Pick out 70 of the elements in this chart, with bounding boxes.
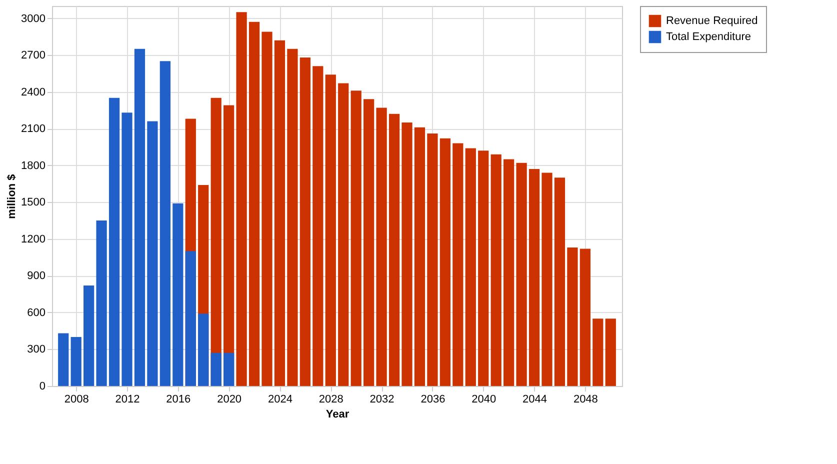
bar (364, 99, 374, 386)
x-tick-label: 2036 (420, 394, 446, 406)
y-tick-label: 2100 (21, 123, 46, 136)
y-tick-label: 1800 (21, 160, 46, 172)
x-tick-label: 2012 (115, 394, 140, 406)
x-axis-title: Year (326, 408, 350, 420)
bar (402, 122, 412, 386)
bar (185, 251, 196, 386)
bar (605, 318, 616, 386)
y-tick-label: 0 (39, 380, 46, 392)
x-tick-label: 2016 (166, 394, 191, 406)
y-tick-label: 300 (27, 344, 46, 356)
x-tick-label: 2024 (268, 394, 292, 406)
bar (312, 66, 324, 386)
bar (274, 40, 286, 386)
bar (134, 48, 146, 386)
legend-label: Total Expenditure (666, 31, 751, 43)
bar (478, 150, 489, 386)
bar (96, 220, 107, 386)
bar (70, 336, 82, 386)
bar (287, 48, 298, 386)
bar (210, 352, 222, 386)
bar (338, 83, 349, 386)
bar (300, 57, 310, 386)
bar (376, 108, 387, 386)
x-tick-label: 2028 (318, 394, 344, 406)
bar (504, 159, 514, 386)
bar (452, 143, 464, 386)
bar (592, 318, 604, 386)
bar (580, 248, 590, 386)
bar (147, 121, 158, 386)
x-tick-label: 2020 (217, 394, 242, 406)
bar (122, 112, 132, 386)
bar (350, 90, 362, 386)
bar (262, 32, 272, 386)
bar (388, 114, 400, 386)
bar (567, 247, 578, 386)
bar (528, 169, 540, 386)
bar (198, 314, 209, 386)
y-tick-label: 2400 (21, 86, 46, 98)
bar (490, 154, 502, 386)
bar (542, 172, 552, 386)
x-tick-label: 2008 (64, 394, 89, 406)
legend-label: Revenue Required (666, 15, 758, 27)
bar (108, 98, 120, 386)
bar (516, 162, 527, 386)
x-tick-label: 2040 (472, 394, 496, 406)
y-tick-label: 1500 (21, 196, 46, 209)
bar (427, 133, 438, 386)
x-tick-label: 2048 (573, 394, 598, 406)
bar (325, 74, 336, 386)
y-tick-label: 600 (27, 306, 46, 319)
bar (172, 203, 184, 386)
bar (160, 61, 170, 386)
bar (465, 148, 476, 386)
y-tick-label: 2700 (21, 50, 46, 62)
y-tick-label: 900 (27, 270, 46, 282)
bar (224, 352, 234, 386)
bar (440, 138, 450, 386)
bar (248, 22, 260, 386)
bar (84, 285, 94, 386)
bar (554, 178, 566, 386)
y-tick-label: 1200 (21, 233, 46, 246)
bar (236, 12, 247, 386)
x-tick-label: 2032 (370, 394, 394, 406)
y-tick-label: 3000 (21, 12, 46, 25)
x-tick-label: 2044 (522, 394, 548, 406)
bar (58, 333, 69, 386)
bar (414, 127, 426, 386)
y-axis-title: million $ (6, 174, 18, 219)
